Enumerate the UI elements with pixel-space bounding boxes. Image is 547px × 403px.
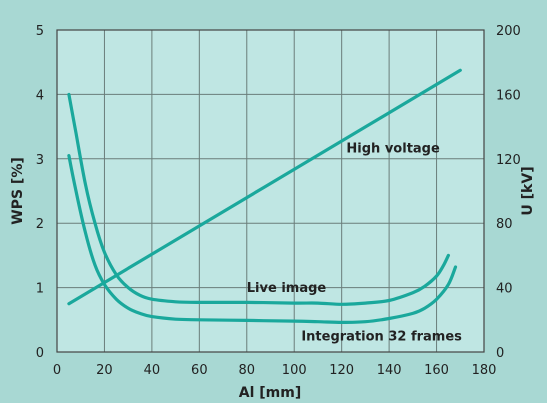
y-left-tick-labels: 0 1 2 3 4 5 [36, 24, 44, 361]
y-right-tick-label: 200 [496, 24, 521, 39]
y-right-tick-label: 80 [496, 217, 513, 232]
plot-background [57, 30, 484, 352]
x-tick-label: 100 [282, 363, 307, 378]
x-tick-label: 20 [96, 363, 113, 378]
annotation-label: Live image [247, 281, 327, 296]
y-right-tick-label: 160 [496, 88, 521, 103]
x-tick-label: 160 [424, 363, 449, 378]
series-line-high-voltage [67, 68, 462, 306]
x-tick-label: 120 [329, 363, 354, 378]
x-tick-label: 60 [191, 363, 208, 378]
annotation-label: Integration 32 frames [301, 329, 462, 344]
x-tick-labels: 0 20 40 60 80 100 120 140 160 180 [53, 363, 497, 378]
y-right-axis-title: U [kV] [520, 166, 536, 215]
series-line-integration-32-frames [67, 154, 458, 324]
annotations: High voltage Live image Integration 32 fra… [247, 141, 462, 344]
plot-frame [56, 29, 485, 353]
y-left-tick-label: 5 [36, 24, 44, 39]
y-right-tick-label: 120 [496, 153, 521, 168]
y-left-tick-label: 2 [36, 217, 44, 232]
series-layer [67, 68, 462, 324]
x-tick-label: 40 [144, 363, 161, 378]
y-left-tick-label: 3 [36, 153, 44, 168]
y-right-tick-labels: 0 40 80 120 160 200 [496, 24, 521, 361]
series-line-live-image [67, 92, 450, 306]
y-right-tick-label: 0 [496, 346, 504, 361]
x-axis-title: Al [mm] [239, 385, 301, 401]
annotation-label: High voltage [346, 141, 440, 156]
y-left-tick-label: 1 [36, 282, 44, 297]
y-right-tick-label: 40 [496, 282, 513, 297]
x-tick-label: 80 [239, 363, 256, 378]
y-left-tick-label: 4 [36, 88, 44, 103]
y-left-axis-title: WPS [%] [10, 157, 26, 224]
x-tick-label: 140 [377, 363, 402, 378]
y-left-tick-label: 0 [36, 346, 44, 361]
x-tick-label: 0 [53, 363, 61, 378]
x-tick-label: 180 [472, 363, 497, 378]
